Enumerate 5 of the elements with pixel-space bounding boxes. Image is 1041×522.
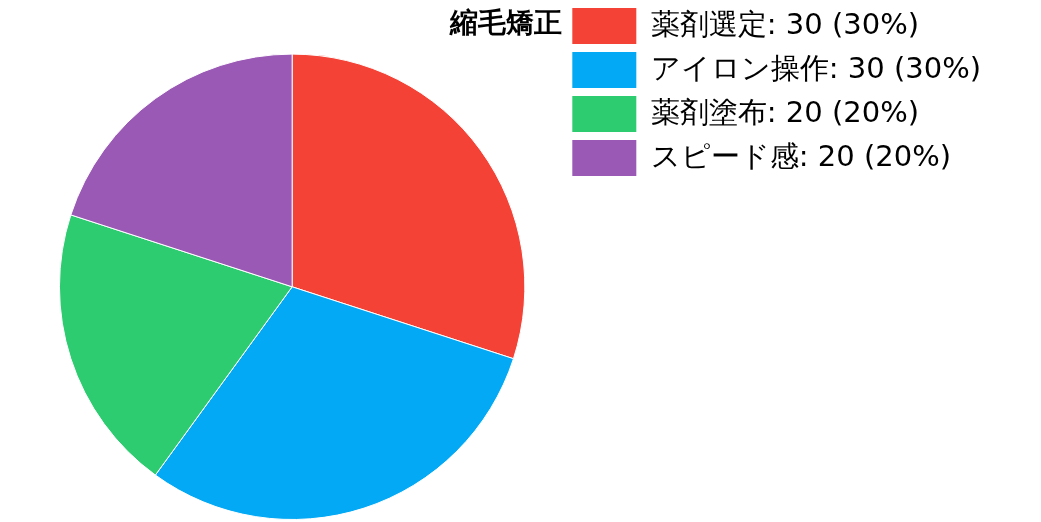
legend-label: スピード感: 20 (20%) bbox=[650, 138, 952, 173]
legend-label: アイロン操作: 30 (30%) bbox=[650, 50, 982, 85]
legend-label: 薬剤塗布: 20 (20%) bbox=[650, 94, 920, 129]
chart-title: 縮毛矯正 bbox=[448, 6, 562, 40]
legend-label: 薬剤選定: 30 (30%) bbox=[650, 6, 920, 41]
